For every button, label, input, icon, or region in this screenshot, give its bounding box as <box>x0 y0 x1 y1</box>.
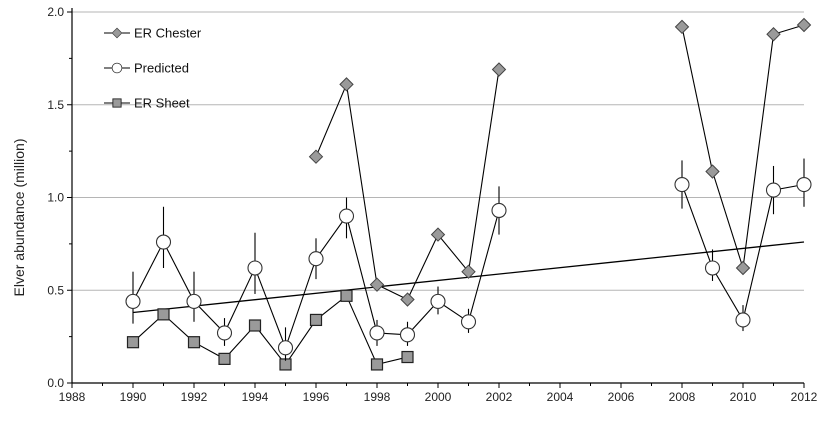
data-point <box>766 27 781 42</box>
y-axis-title: Elver abundance (million) <box>11 139 27 297</box>
series-er-chester <box>308 17 812 307</box>
data-point <box>399 327 416 343</box>
series-predicted <box>125 158 812 361</box>
x-tick-label: 2000 <box>425 390 452 404</box>
legend: ER Chester Predicted ER Sheet <box>104 26 202 111</box>
legend-marker <box>112 98 122 108</box>
y-tick-label: 0.0 <box>47 376 64 390</box>
data-point <box>674 176 690 193</box>
x-tick-label: 1996 <box>303 390 330 404</box>
data-point <box>491 62 507 77</box>
data-point <box>340 289 353 302</box>
data-point <box>155 234 172 250</box>
data-point <box>400 292 415 307</box>
data-point <box>735 312 751 328</box>
data-point <box>247 260 263 276</box>
data-point <box>187 336 201 349</box>
y-tick-label: 2.0 <box>47 5 64 19</box>
data-point <box>430 293 446 309</box>
legend-label: Predicted <box>134 61 189 76</box>
x-tick-label: 2010 <box>730 390 757 404</box>
series-line <box>132 294 408 366</box>
x-tick-label: 2012 <box>791 390 818 404</box>
data-point <box>401 350 414 364</box>
x-tick-label: 2004 <box>547 390 574 404</box>
data-point <box>248 319 262 332</box>
data-point <box>491 202 507 219</box>
data-point <box>308 149 324 164</box>
legend-item: ER Chester <box>104 26 202 41</box>
data-point <box>735 260 751 276</box>
series-line <box>681 24 805 269</box>
x-tick-label: 2006 <box>608 390 635 404</box>
y-tick-label: 1.5 <box>47 98 64 112</box>
legend-label: ER Sheet <box>134 96 190 111</box>
data-point <box>338 208 355 224</box>
data-point <box>277 340 294 356</box>
data-point <box>674 19 690 35</box>
data-point <box>705 164 720 179</box>
legend-item: ER Sheet <box>104 96 190 111</box>
data-point <box>126 336 140 349</box>
data-point <box>460 314 477 330</box>
data-point <box>370 358 384 371</box>
data-point <box>186 293 202 309</box>
gridlines <box>72 11 804 291</box>
data-point <box>216 325 233 341</box>
y-tick-label: 1.0 <box>47 191 64 205</box>
x-tick-label: 2002 <box>486 390 513 404</box>
series-line <box>681 183 805 322</box>
y-tick-label: 0.5 <box>47 283 64 297</box>
x-tick-label: 2008 <box>669 390 696 404</box>
data-point <box>369 277 385 292</box>
data-point <box>308 251 324 267</box>
x-tick-label: 1988 <box>59 390 86 404</box>
data-point <box>704 260 721 276</box>
data-point <box>309 313 323 327</box>
legend-item: Predicted <box>104 61 189 76</box>
data-point <box>430 227 446 242</box>
data-point <box>461 264 476 279</box>
data-point <box>369 325 385 341</box>
data-point <box>796 17 812 33</box>
data-point <box>796 176 812 193</box>
data-point <box>125 293 141 309</box>
x-tick-label: 1992 <box>181 390 208 404</box>
data-point <box>339 77 354 92</box>
series-er-sheet <box>126 289 414 371</box>
data-point <box>157 308 170 321</box>
y-axis-ticks: 0.0 0.5 1.0 1.5 2.0 <box>47 5 72 390</box>
x-tick-label: 1998 <box>364 390 391 404</box>
x-axis-ticks: 1988 1990 1992 1994 1996 1998 2000 2002 2004 2006… <box>59 383 818 404</box>
data-point <box>765 182 782 198</box>
data-point <box>218 352 231 365</box>
x-tick-label: 1990 <box>120 390 147 404</box>
series-line <box>315 69 500 301</box>
legend-marker <box>111 62 123 74</box>
x-tick-label: 1994 <box>242 390 269 404</box>
legend-label: ER Chester <box>134 26 202 41</box>
legend-marker <box>111 27 123 39</box>
